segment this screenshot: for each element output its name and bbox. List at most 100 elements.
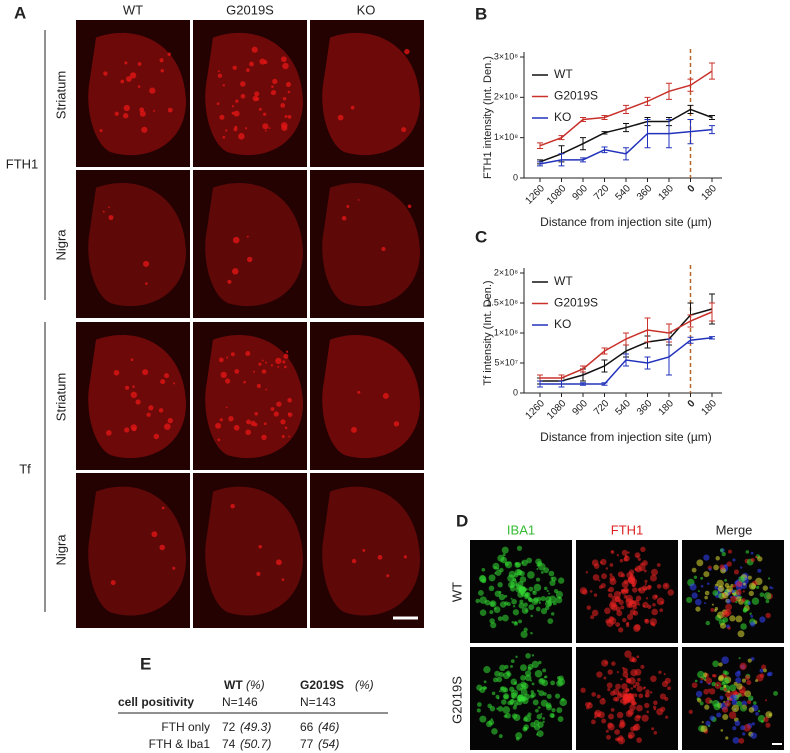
signal-spot: [724, 700, 731, 707]
signal-spot: [479, 715, 487, 723]
signal-spot: [172, 566, 176, 570]
signal-spot: [284, 365, 287, 369]
signal-spot: [232, 268, 239, 275]
signal-spot: [644, 579, 648, 583]
signal-spot: [757, 568, 762, 573]
error-bar: [558, 153, 565, 167]
signal-spot: [598, 585, 603, 589]
signal-spot: [766, 672, 771, 677]
signal-spot: [550, 612, 555, 616]
signal-spot: [532, 590, 537, 596]
signal-spot: [132, 426, 137, 432]
signal-spot: [768, 713, 772, 717]
signal-spot: [741, 678, 747, 683]
row-header: cell positivity: [118, 695, 194, 709]
signal-spot: [636, 704, 643, 712]
signal-spot: [510, 664, 513, 668]
signal-spot: [645, 689, 650, 694]
error-bar: [558, 380, 565, 388]
signal-spot: [393, 421, 400, 427]
signal-spot: [231, 105, 235, 108]
signal-spot: [151, 531, 158, 538]
signal-spot: [586, 605, 592, 610]
panel-letter: A: [14, 3, 26, 22]
signal-spot: [644, 702, 650, 709]
signal-spot: [645, 695, 648, 698]
signal-spot: [740, 623, 747, 630]
signal-spot: [603, 676, 607, 680]
signal-spot: [691, 682, 698, 689]
error-bar: [709, 336, 715, 340]
signal-spot: [381, 246, 386, 251]
signal-spot: [605, 567, 609, 570]
signal-spot: [548, 592, 551, 595]
signal-spot: [591, 692, 597, 697]
signal-spot: [498, 734, 503, 739]
signal-spot: [700, 725, 708, 733]
signal-spot: [693, 575, 698, 579]
signal-spot: [540, 712, 543, 715]
signal-spot: [222, 84, 226, 87]
signal-spot: [762, 585, 769, 591]
signal-spot: [537, 706, 541, 709]
signal-spot: [765, 612, 771, 619]
signal-spot: [645, 597, 649, 600]
signal-spot: [746, 680, 752, 686]
signal-spot: [557, 678, 566, 686]
signal-spot: [697, 590, 700, 593]
signal-spot: [706, 582, 710, 585]
signal-spot: [641, 585, 648, 591]
error-bar: [644, 356, 651, 370]
signal-spot: [617, 571, 624, 578]
signal-spot: [630, 687, 633, 690]
brain-section: [205, 182, 303, 307]
error-bar: [601, 131, 608, 135]
signal-spot: [272, 78, 278, 85]
signal-spot: [233, 424, 240, 431]
signal-spot: [739, 704, 748, 712]
signal-spot: [709, 700, 713, 704]
signal-spot: [514, 562, 520, 568]
signal-spot: [489, 600, 497, 608]
n-count: N=143: [300, 695, 336, 709]
error-bar: [623, 147, 629, 161]
signal-spot: [718, 676, 724, 682]
micrograph-grid: [470, 540, 784, 750]
signal-spot: [652, 594, 658, 600]
signal-spot: [695, 606, 701, 612]
signal-spot: [256, 383, 261, 388]
signal-spot: [273, 411, 279, 417]
signal-spot: [734, 720, 741, 727]
signal-spot: [609, 602, 617, 610]
signal-spot: [108, 206, 110, 208]
signal-spot: [135, 399, 141, 405]
signal-spot: [606, 619, 614, 627]
signal-spot: [477, 590, 484, 596]
signal-spot: [220, 371, 227, 379]
signal-spot: [608, 593, 613, 598]
signal-spot: [755, 679, 759, 683]
signal-spot: [234, 125, 238, 129]
signal-spot: [517, 591, 524, 598]
signal-spot: [609, 563, 614, 567]
signal-spot: [498, 593, 506, 601]
signal-spot: [730, 595, 737, 603]
signal-spot: [520, 687, 523, 690]
signal-spot: [700, 576, 704, 580]
signal-spot: [254, 91, 260, 97]
error-bar: [644, 119, 651, 149]
signal-spot: [633, 599, 640, 606]
signal-spot: [716, 712, 722, 718]
signal-spot: [606, 682, 613, 689]
signal-spot: [646, 710, 650, 714]
signal-spot: [628, 569, 635, 575]
signal-spot: [540, 608, 548, 615]
signal-spot: [502, 693, 510, 700]
signal-spot: [659, 693, 667, 700]
signal-spot: [748, 590, 754, 597]
signal-spot: [520, 664, 527, 672]
signal-spot: [275, 559, 282, 566]
signal-spot: [537, 689, 540, 693]
error-bar: [709, 62, 715, 80]
signal-spot: [700, 584, 704, 588]
